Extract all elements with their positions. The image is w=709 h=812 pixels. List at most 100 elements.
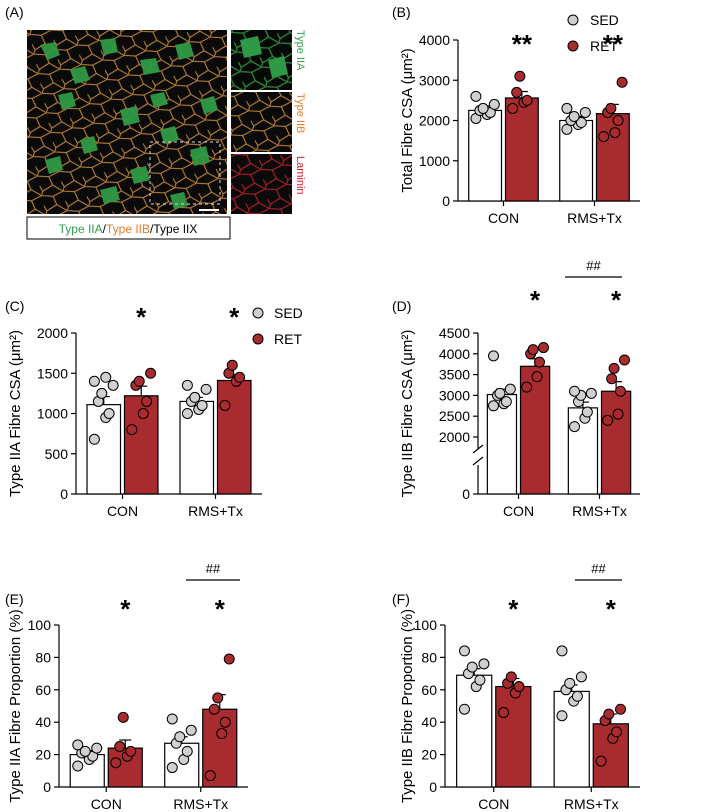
data-point: [212, 692, 224, 704]
y-tick-label: 80: [421, 649, 437, 665]
y-tick-label: 4000: [419, 32, 450, 48]
data-point: [466, 661, 478, 673]
data-point: [531, 371, 543, 383]
data-point: [585, 387, 597, 399]
y-tick-label: 2000: [439, 429, 470, 445]
y-tick-label: 4500: [439, 325, 470, 341]
panel-a-label: (A): [5, 4, 24, 20]
side-label-iib: Type IIB: [294, 93, 306, 133]
data-point: [219, 716, 231, 728]
data-point: [488, 400, 500, 412]
panel-a: (A): [5, 4, 306, 240]
bracket-label: ##: [591, 561, 606, 576]
x-tick-label: CON: [478, 796, 509, 812]
y-tick-label: 100: [28, 617, 52, 633]
data-point: [114, 741, 126, 752]
panel-label: (C): [5, 298, 24, 314]
x-tick-label: RMS+Tx: [567, 210, 622, 226]
data-point: [511, 86, 523, 98]
data-point: [556, 645, 568, 657]
x-tick-label: RMS+Tx: [188, 503, 243, 519]
y-tick-label: 100: [414, 617, 438, 633]
legend-sed-marker: [252, 307, 264, 319]
legend-b: SED RET: [567, 12, 619, 54]
legend-ret-marker: [567, 40, 579, 52]
legend-ret-label: RET: [590, 38, 618, 54]
bar: [216, 379, 252, 495]
data-point: [474, 674, 486, 686]
bar: [504, 97, 539, 202]
data-point: [196, 399, 208, 411]
y-tick-label: 60: [421, 682, 437, 698]
x-tick-label: CON: [107, 503, 138, 519]
data-point: [107, 379, 119, 391]
micrograph-inset-iia: [231, 30, 292, 90]
y-tick-label: 1000: [37, 406, 68, 422]
data-point: [181, 745, 193, 757]
data-point: [234, 371, 246, 383]
data-point: [185, 724, 197, 736]
side-label-laminin: Laminin: [294, 156, 306, 195]
data-point: [141, 395, 153, 407]
data-point: [100, 371, 112, 383]
data-point: [219, 399, 231, 411]
data-point: [521, 94, 533, 106]
data-point: [208, 703, 220, 715]
significance-marker: *: [229, 302, 240, 332]
data-point: [616, 76, 628, 88]
data-point: [72, 739, 84, 751]
legend-sed-label: SED: [590, 12, 619, 28]
significance-marker: *: [611, 285, 622, 315]
data-point: [514, 70, 526, 82]
data-point: [564, 677, 576, 689]
data-point: [91, 742, 103, 754]
legend-ret-label: RET: [274, 331, 302, 347]
x-tick-label: RMS+Tx: [564, 796, 619, 812]
data-point: [618, 354, 630, 366]
data-point: [606, 373, 618, 385]
axis-break-mark: [472, 456, 484, 466]
data-point: [96, 387, 108, 399]
panel-d: (D) 0 2000 2500 3000 3500 4000 4500 Type IIB Fib…: [392, 258, 640, 519]
panel-label: (F): [392, 591, 410, 607]
data-point: [166, 762, 178, 774]
data-point: [137, 408, 149, 419]
y-tick-label: 1000: [419, 153, 450, 169]
data-point: [611, 726, 623, 738]
legend-ret-marker: [252, 333, 264, 345]
x-tick-label: CON: [91, 796, 122, 812]
data-point: [204, 770, 216, 782]
caption-box: [26, 216, 231, 240]
significance-marker: *: [606, 594, 617, 624]
data-point: [125, 745, 137, 757]
data-point: [556, 710, 568, 722]
y-axis-title: Total Fibre CSA (μm²): [399, 48, 416, 193]
data-point: [569, 385, 581, 397]
data-point: [603, 708, 615, 720]
data-point: [608, 362, 620, 374]
significance-marker: *: [508, 594, 519, 624]
panel-label: (B): [392, 4, 411, 20]
data-point: [505, 671, 517, 683]
bar: [456, 674, 493, 788]
bar: [600, 390, 632, 495]
data-point: [537, 342, 549, 354]
data-point: [470, 90, 482, 102]
data-point: [581, 406, 593, 418]
significance-marker: *: [136, 302, 147, 332]
y-tick-label: 2000: [37, 325, 68, 341]
y-tick-label: 3500: [439, 367, 470, 383]
data-point: [571, 690, 583, 702]
legend-c: SED RET: [252, 305, 303, 347]
data-point: [478, 658, 490, 670]
data-point: [181, 408, 193, 419]
data-point: [223, 653, 235, 665]
data-point: [568, 110, 580, 122]
legend-sed-marker: [567, 14, 579, 26]
data-point: [612, 408, 624, 420]
data-point: [533, 356, 545, 368]
data-point: [598, 131, 610, 143]
